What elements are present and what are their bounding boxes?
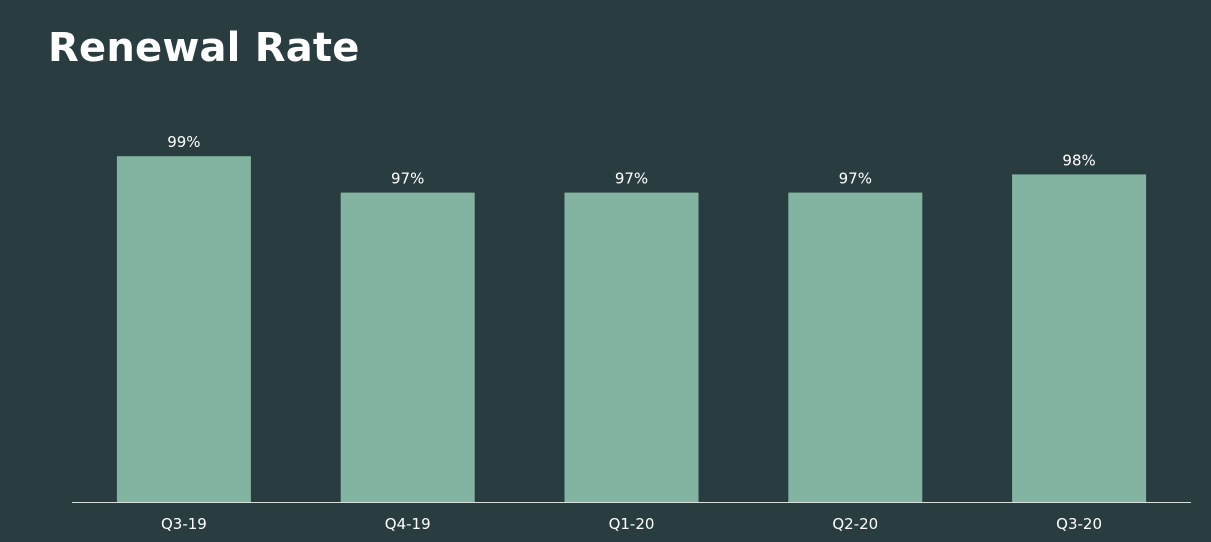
data-labels-group: 99% 97% 97% 97% 98% [167, 133, 1096, 187]
x-tick-label-q3-19: Q3-19 [161, 515, 207, 533]
bar-q3-19 [116, 156, 251, 502]
bar-q4-19 [340, 192, 475, 502]
x-tick-label-q3-20: Q3-20 [1056, 515, 1102, 533]
data-label-q2-20: 97% [839, 170, 872, 188]
data-label-q3-20: 98% [1062, 151, 1095, 169]
x-tick-label-q2-20: Q2-20 [832, 515, 878, 533]
bar-q3-20 [1012, 174, 1147, 502]
data-label-q3-19: 99% [167, 133, 200, 151]
bar-q1-20 [564, 192, 699, 502]
x-tick-labels-group: Q3-19 Q4-19 Q1-20 Q2-20 Q3-20 [161, 515, 1102, 533]
data-label-q1-20: 97% [615, 170, 648, 188]
bars-group [116, 156, 1147, 502]
x-tick-label-q1-20: Q1-20 [609, 515, 655, 533]
x-tick-label-q4-19: Q4-19 [385, 515, 431, 533]
chart-title: Renewal Rate [48, 25, 360, 71]
bar-q2-20 [788, 192, 923, 502]
data-label-q4-19: 97% [391, 170, 424, 188]
